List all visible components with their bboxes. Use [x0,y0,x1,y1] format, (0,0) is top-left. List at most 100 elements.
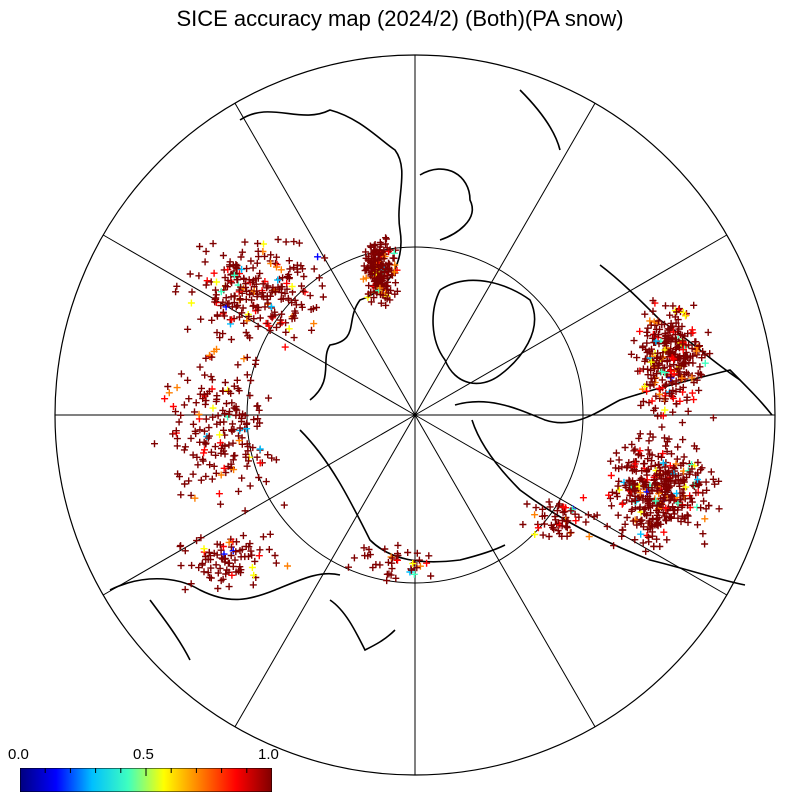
accuracy-point [264,299,272,307]
accuracy-point [282,238,290,246]
accuracy-point [655,360,663,368]
accuracy-point [259,533,267,541]
accuracy-point [662,302,669,310]
accuracy-point [645,399,653,407]
accuracy-point [258,292,266,300]
accuracy-point [308,326,315,334]
accuracy-point [266,530,274,538]
accuracy-point [235,411,243,419]
accuracy-point [635,450,643,458]
accuracy-point [649,334,657,342]
accuracy-point [319,293,327,301]
accuracy-point [644,324,652,332]
accuracy-point [614,482,622,490]
accuracy-point [185,395,193,403]
accuracy-point [637,475,645,482]
accuracy-point [196,363,204,371]
accuracy-point [240,274,248,282]
accuracy-point [590,513,598,520]
accuracy-point [230,466,238,474]
accuracy-point [532,504,540,512]
accuracy-point [279,274,287,282]
accuracy-point [265,546,273,553]
accuracy-point [253,259,261,267]
accuracy-point [689,359,697,367]
accuracy-point [646,450,654,458]
accuracy-point [669,302,677,310]
accuracy-point [612,449,620,457]
accuracy-point [693,347,700,355]
accuracy-point [221,555,229,563]
accuracy-point [658,376,666,384]
accuracy-point [181,443,189,451]
accuracy-point [660,528,668,536]
accuracy-point [685,341,693,349]
accuracy-point [692,489,700,497]
accuracy-point [666,311,674,319]
accuracy-point [676,331,684,339]
accuracy-point [280,501,288,509]
accuracy-point [249,264,257,272]
accuracy-point [232,548,240,556]
accuracy-point [211,298,219,306]
accuracy-point [630,337,638,345]
accuracy-point [227,389,235,397]
accuracy-point [243,371,251,379]
colorbar [20,768,272,792]
accuracy-point [415,556,423,564]
accuracy-point [643,488,651,496]
accuracy-point [631,445,639,453]
accuracy-point [181,586,189,594]
accuracy-point [553,507,561,515]
accuracy-point [151,440,158,448]
accuracy-point [236,424,244,432]
accuracy-point [667,373,675,381]
accuracy-point [277,266,285,274]
accuracy-point [188,561,196,569]
accuracy-point [250,416,258,424]
accuracy-point [683,352,691,360]
accuracy-point [681,514,689,522]
accuracy-point [345,563,352,571]
accuracy-point [377,277,385,285]
accuracy-point [371,277,379,284]
accuracy-point [383,295,391,303]
accuracy-point [250,571,258,579]
accuracy-point [631,460,639,468]
accuracy-point [703,486,711,494]
accuracy-point [678,489,686,497]
accuracy-point [238,309,246,317]
accuracy-point [272,456,280,464]
accuracy-point [253,453,261,461]
accuracy-point [653,325,660,333]
accuracy-point [177,491,185,499]
accuracy-point [207,448,215,456]
accuracy-point [212,451,220,459]
accuracy-point [361,267,369,275]
accuracy-point [221,274,229,282]
accuracy-point [230,271,238,279]
accuracy-point [279,295,287,302]
accuracy-point [172,288,180,296]
accuracy-point [663,438,671,446]
accuracy-point [615,486,623,494]
accuracy-point [245,313,253,320]
accuracy-point [656,353,664,361]
accuracy-point [650,406,658,414]
graticule [54,54,776,776]
accuracy-point [217,471,225,479]
accuracy-point [409,560,417,568]
accuracy-point [181,480,189,488]
accuracy-point [674,316,682,324]
accuracy-point [390,254,398,262]
accuracy-point [711,480,719,488]
accuracy-point [392,279,399,287]
accuracy-point [407,566,415,574]
accuracy-point [195,410,203,418]
accuracy-point [256,459,264,467]
accuracy-point [227,270,235,278]
accuracy-point [238,248,246,256]
accuracy-point [216,564,224,572]
accuracy-point [661,364,669,372]
accuracy-point [238,265,246,273]
